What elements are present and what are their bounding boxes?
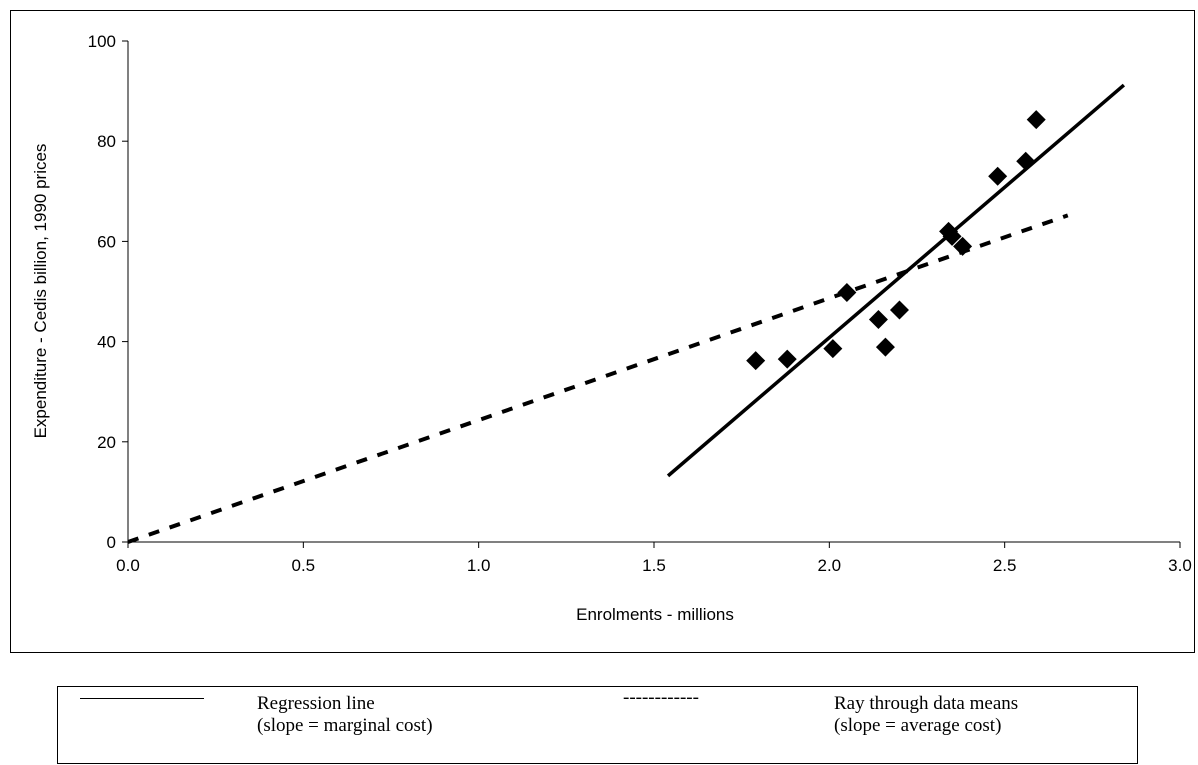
y-tick-label: 60: [97, 232, 116, 251]
data-point-diamond: [942, 226, 962, 246]
y-tick-label: 40: [97, 333, 116, 352]
legend-dashed-line-swatch: ------------: [623, 687, 699, 708]
x-tick-label: 3.0: [1168, 556, 1192, 575]
chart-frame: [10, 10, 1195, 653]
legend-entry-regression: Regression line (slope = marginal cost): [257, 693, 433, 737]
trend-lines: [127, 83, 1126, 544]
y-tick-label: 100: [88, 32, 116, 51]
tick-labels: 0 20 40 60 80 100 0.0 0.5 1.0 1.5 2.0 2.5 3.0: [88, 32, 1192, 575]
y-tick-label: 20: [97, 433, 116, 452]
y-tick-label: 0: [107, 533, 116, 552]
data-points: [746, 110, 1046, 371]
data-point-diamond: [953, 236, 973, 256]
data-point-diamond: [777, 349, 797, 369]
legend-ray-note: (slope = average cost): [834, 715, 1002, 736]
legend-entry-ray: Ray through data means (slope = average …: [834, 693, 1018, 737]
y-axis-label: Expenditure - Cedis billion, 1990 prices: [31, 144, 50, 439]
y-tick-label: 80: [97, 132, 116, 151]
data-point-diamond: [837, 283, 857, 303]
data-point-diamond: [868, 310, 888, 330]
ray-through-means-line: [127, 213, 1069, 544]
scatter-chart: 0 20 40 60 80 100 0.0 0.5 1.0 1.5 2.0 2.5 3.0 Enrolm…: [31, 32, 1192, 624]
x-tick-label: 2.5: [993, 556, 1017, 575]
data-point-diamond: [889, 300, 909, 320]
data-point-diamond: [988, 166, 1008, 186]
legend: Regression line (slope = marginal cost) …: [57, 686, 1138, 764]
data-point-diamond: [875, 337, 895, 357]
legend-regression-label: Regression line: [257, 693, 375, 714]
chart-axes: [122, 40, 1181, 548]
x-tick-label: 0.0: [116, 556, 140, 575]
data-point-diamond: [1016, 151, 1036, 171]
x-axis-label: Enrolments - millions: [576, 605, 734, 624]
data-point-diamond: [746, 351, 766, 371]
x-tick-label: 0.5: [292, 556, 316, 575]
x-tick-label: 1.5: [642, 556, 666, 575]
x-tick-label: 2.0: [818, 556, 842, 575]
x-tick-label: 1.0: [467, 556, 491, 575]
data-point-diamond: [823, 339, 843, 359]
legend-ray-label: Ray through data means: [834, 693, 1019, 714]
data-point-diamond: [1026, 110, 1046, 130]
regression-line: [666, 83, 1126, 478]
legend-regression-note: (slope = marginal cost): [257, 715, 433, 736]
legend-solid-line-swatch: [80, 698, 204, 699]
